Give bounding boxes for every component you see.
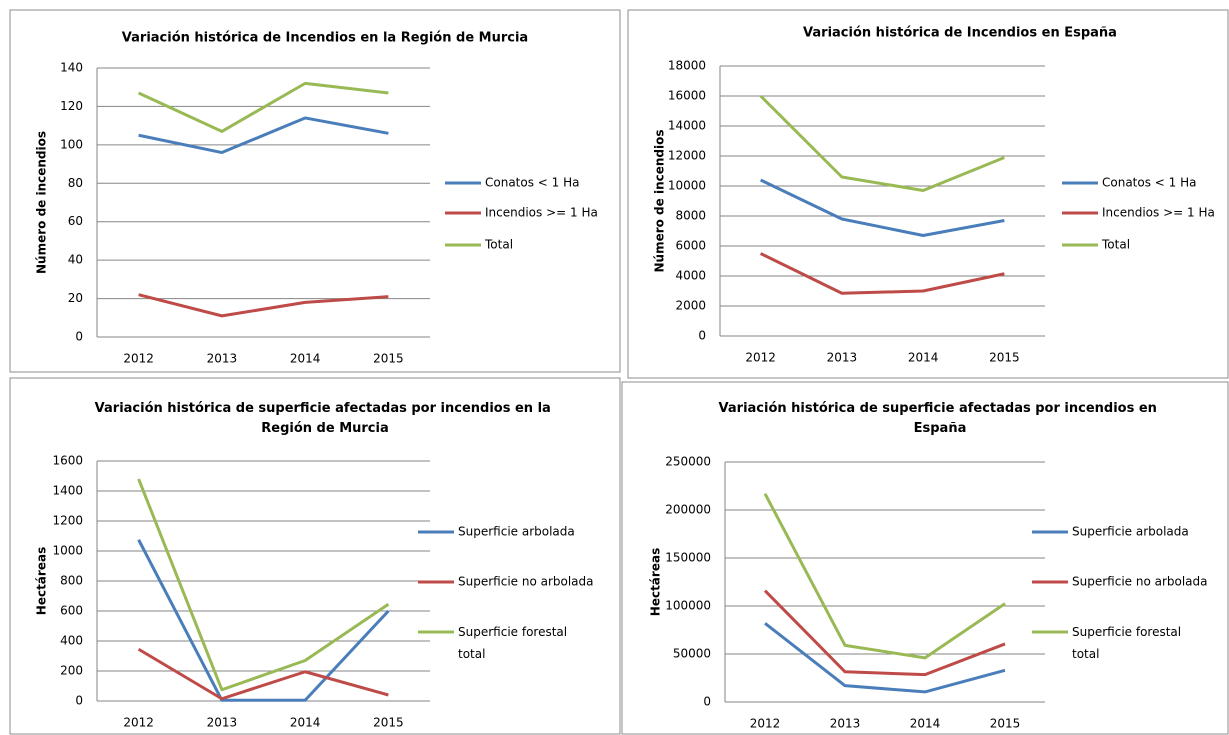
x-tick-label: 2014 <box>290 352 321 366</box>
panel-border <box>9 9 621 373</box>
y-tick-label: 1200 <box>52 514 83 528</box>
x-tick-label: 2015 <box>373 716 404 730</box>
series-line <box>137 478 390 692</box>
x-tick-label: 2012 <box>123 352 154 366</box>
x-tick-label: 2013 <box>207 352 238 366</box>
legend-label: Superficie no arbolada <box>1072 575 1208 589</box>
x-tick-label: 2012 <box>745 351 776 365</box>
x-tick-label: 2014 <box>910 717 941 731</box>
y-tick-label: 16000 <box>668 89 706 103</box>
x-tick-label: 2014 <box>290 716 321 730</box>
series-line <box>764 622 1006 694</box>
legend-label: Incendios >= 1 Ha <box>485 206 598 220</box>
y-tick-label: 12000 <box>668 149 706 163</box>
legend-label: Superficie forestal total <box>1072 625 1185 661</box>
chart-title: Variación histórica de Incendios en la R… <box>122 31 528 46</box>
legend-label: Superficie arbolada <box>1072 525 1189 539</box>
series-line <box>137 647 389 701</box>
y-tick-label: 40 <box>68 253 83 267</box>
panel-border <box>627 9 1229 379</box>
y-tick-label: 18000 <box>668 59 706 73</box>
legend-label: Total <box>1101 238 1130 252</box>
legend-label: Superficie forestal total <box>458 625 571 661</box>
series-line <box>763 492 1006 660</box>
legend-label: Superficie no arbolada <box>458 575 594 589</box>
y-tick-label: 600 <box>60 604 83 618</box>
y-tick-label: 50000 <box>673 647 711 661</box>
chart-title: Variación histórica de Incendios en Espa… <box>803 26 1117 41</box>
x-tick-label: 2015 <box>373 352 404 366</box>
y-tick-label: 1400 <box>52 484 83 498</box>
legend-label: Superficie arbolada <box>458 525 575 539</box>
x-tick-label: 2014 <box>908 351 939 365</box>
x-tick-label: 2012 <box>123 716 154 730</box>
y-axis-title: Número de incendios <box>653 129 667 272</box>
y-tick-label: 800 <box>60 574 83 588</box>
series-line <box>759 94 1005 192</box>
y-tick-label: 8000 <box>675 209 706 223</box>
y-tick-label: 1600 <box>52 454 83 468</box>
x-tick-label: 2015 <box>990 717 1021 731</box>
series-line <box>759 178 1005 237</box>
y-tick-label: 0 <box>75 330 83 344</box>
chart-title: Variación histórica de superficie afecta… <box>95 401 556 436</box>
x-tick-label: 2013 <box>830 717 861 731</box>
chart-title: Variación histórica de superficie afecta… <box>719 401 1162 436</box>
x-tick-label: 2013 <box>827 351 858 365</box>
series-line <box>138 293 389 318</box>
y-tick-label: 200 <box>60 664 83 678</box>
y-tick-label: 250000 <box>665 455 711 469</box>
series-line <box>759 252 1005 295</box>
y-axis-title: Número de incendios <box>35 131 49 274</box>
panel-border <box>621 381 1229 735</box>
y-tick-label: 10000 <box>668 179 706 193</box>
y-tick-label: 80 <box>68 176 83 190</box>
y-tick-label: 14000 <box>668 119 706 133</box>
y-tick-label: 140 <box>60 61 83 75</box>
y-tick-label: 150000 <box>665 551 711 565</box>
series-line <box>763 589 1006 677</box>
y-tick-label: 4000 <box>675 269 706 283</box>
y-tick-label: 0 <box>703 695 711 709</box>
y-axis-title: Hectáreas <box>35 547 49 615</box>
panel-border <box>9 377 621 735</box>
y-tick-label: 1000 <box>52 544 83 558</box>
series-line <box>138 116 389 155</box>
x-tick-label: 2013 <box>207 716 238 730</box>
y-tick-label: 6000 <box>675 239 706 253</box>
x-tick-label: 2012 <box>750 717 781 731</box>
y-tick-label: 100000 <box>665 599 711 613</box>
series-line <box>137 81 389 133</box>
legend-label: Total <box>484 238 513 252</box>
legend-label: Incendios >= 1 Ha <box>1102 206 1215 220</box>
series-line <box>137 539 390 702</box>
y-tick-label: 0 <box>698 329 706 343</box>
y-tick-label: 400 <box>60 634 83 648</box>
y-tick-label: 20 <box>68 291 83 305</box>
y-tick-label: 60 <box>68 214 83 228</box>
y-axis-title: Hectáreas <box>649 548 663 616</box>
legend-label: Conatos < 1 Ha <box>485 176 580 190</box>
y-tick-label: 100 <box>60 137 83 151</box>
y-tick-label: 2000 <box>675 299 706 313</box>
y-tick-label: 0 <box>75 694 83 708</box>
legend-label: Conatos < 1 Ha <box>1102 176 1197 190</box>
y-tick-label: 200000 <box>665 503 711 517</box>
x-tick-label: 2015 <box>989 351 1020 365</box>
y-tick-label: 120 <box>60 99 83 113</box>
